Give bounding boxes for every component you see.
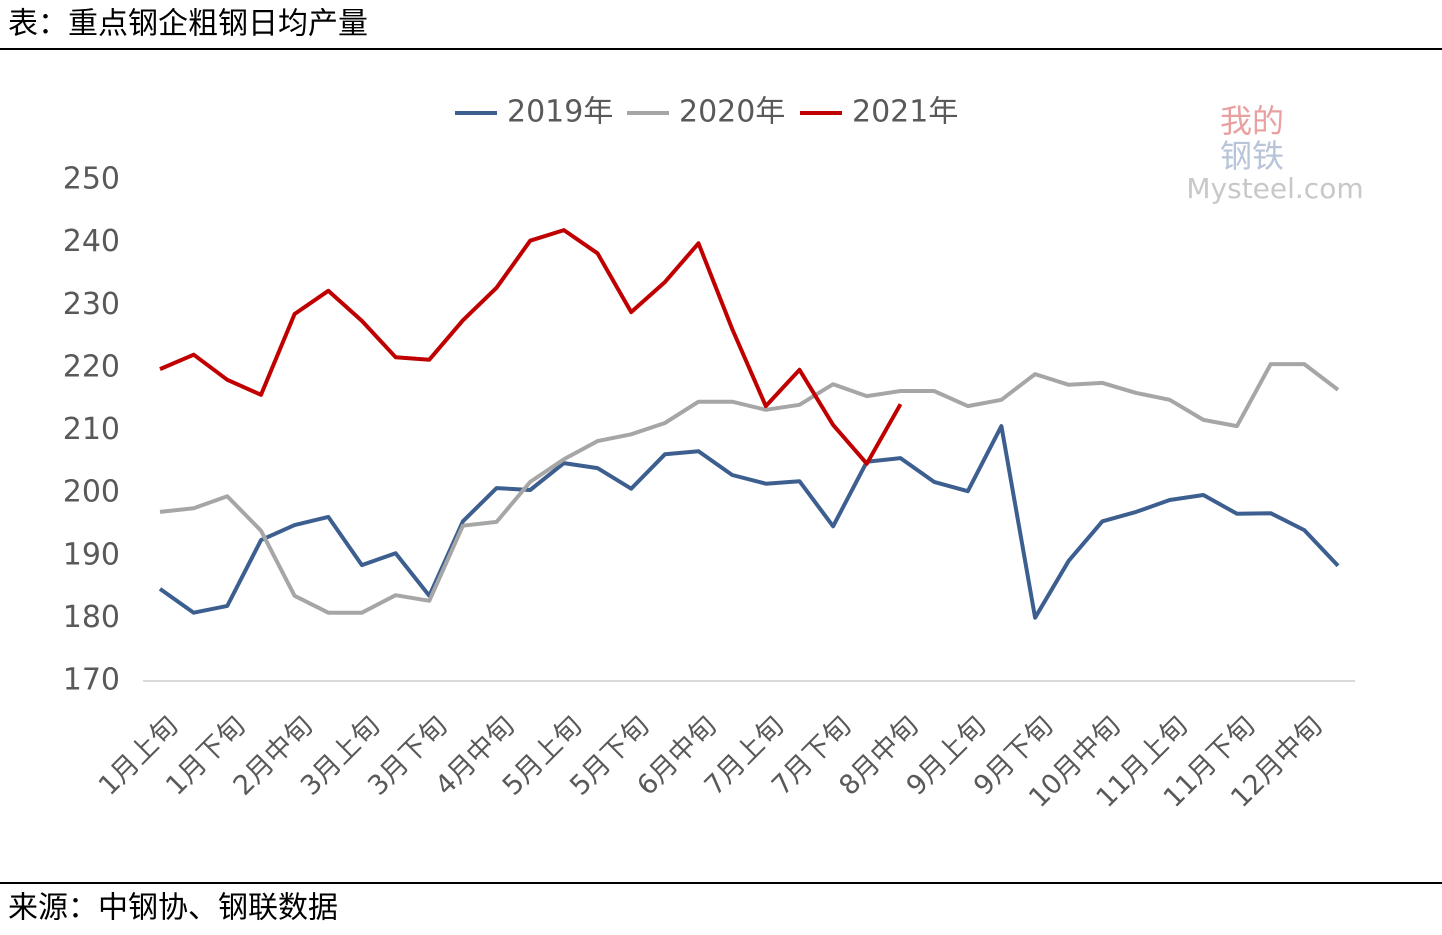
y-tick-label: 200 xyxy=(63,475,120,510)
y-tick-label: 240 xyxy=(63,224,120,259)
y-tick-label: 230 xyxy=(63,287,120,322)
legend-label: 2021年 xyxy=(852,95,958,130)
source-note: 来源：中钢协、钢联数据 xyxy=(8,891,338,926)
y-tick-label: 250 xyxy=(63,162,120,197)
y-tick-label: 220 xyxy=(63,349,120,384)
legend-label: 2019年 xyxy=(507,95,613,130)
y-tick-label: 210 xyxy=(63,412,120,447)
page-title: 表：重点钢企粗钢日均产量 xyxy=(8,7,368,42)
y-tick-label: 190 xyxy=(63,537,120,572)
series-line xyxy=(159,362,1340,615)
y-tick-label: 170 xyxy=(63,663,120,698)
series-line xyxy=(159,228,903,466)
series-line xyxy=(158,424,1340,620)
watermark: 我的 xyxy=(1220,102,1284,140)
watermark: Mysteel.com xyxy=(1186,172,1363,205)
watermark: 钢铁 xyxy=(1220,137,1284,175)
y-tick-label: 180 xyxy=(63,600,120,635)
legend-label: 2020年 xyxy=(679,95,785,130)
